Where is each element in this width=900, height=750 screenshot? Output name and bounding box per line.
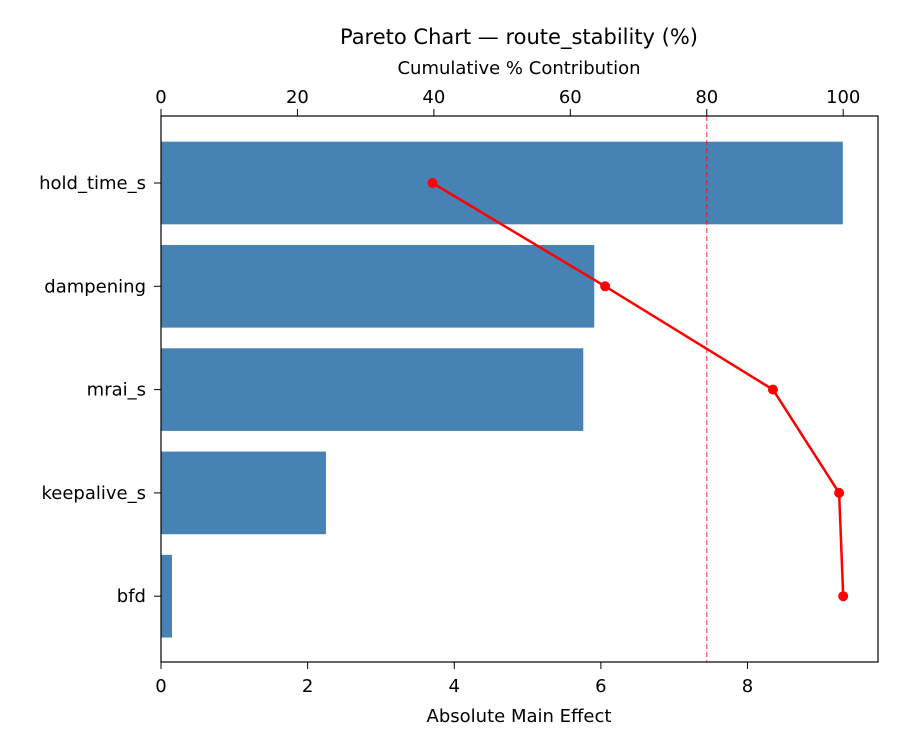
bar-dampening (161, 244, 595, 328)
x2-tick-label: 40 (422, 87, 445, 108)
cumulative-point (834, 487, 845, 498)
plot-frame (160, 115, 879, 663)
chart-title: Pareto Chart — route_stability (%) (340, 25, 698, 50)
top-axis-label: Cumulative % Contribution (397, 58, 640, 79)
x2-tick-label: 100 (826, 87, 860, 108)
y-tick-label: mrai_s (87, 380, 146, 401)
y-tick-label: keepalive_s (42, 483, 147, 504)
x-tick-label: 4 (449, 676, 460, 697)
x2-tick-label: 60 (559, 87, 582, 108)
cumulative-point (838, 591, 849, 602)
y-tick-label: hold_time_s (39, 173, 146, 194)
cumulative-point (600, 281, 611, 292)
bar-hold_time_s (161, 141, 843, 225)
cumulative-point (427, 178, 438, 188)
x-tick-label: 8 (742, 676, 753, 697)
x-tick-label: 2 (302, 676, 313, 697)
x-tick-label: 6 (595, 676, 606, 697)
x2-tick-label: 0 (155, 87, 166, 108)
cumulative-point (767, 384, 778, 395)
bottom-axis-label: Absolute Main Effect (427, 706, 612, 727)
y-tick-label: dampening (44, 276, 146, 297)
x-tick-label: 0 (155, 676, 166, 697)
x2-tick-label: 80 (695, 87, 718, 108)
x2-tick-label: 20 (286, 87, 309, 108)
bar-keepalive_s (161, 451, 326, 535)
y-tick-label: bfd (117, 586, 146, 607)
bar-bfd (161, 554, 172, 638)
bar-mrai_s (161, 348, 584, 431)
